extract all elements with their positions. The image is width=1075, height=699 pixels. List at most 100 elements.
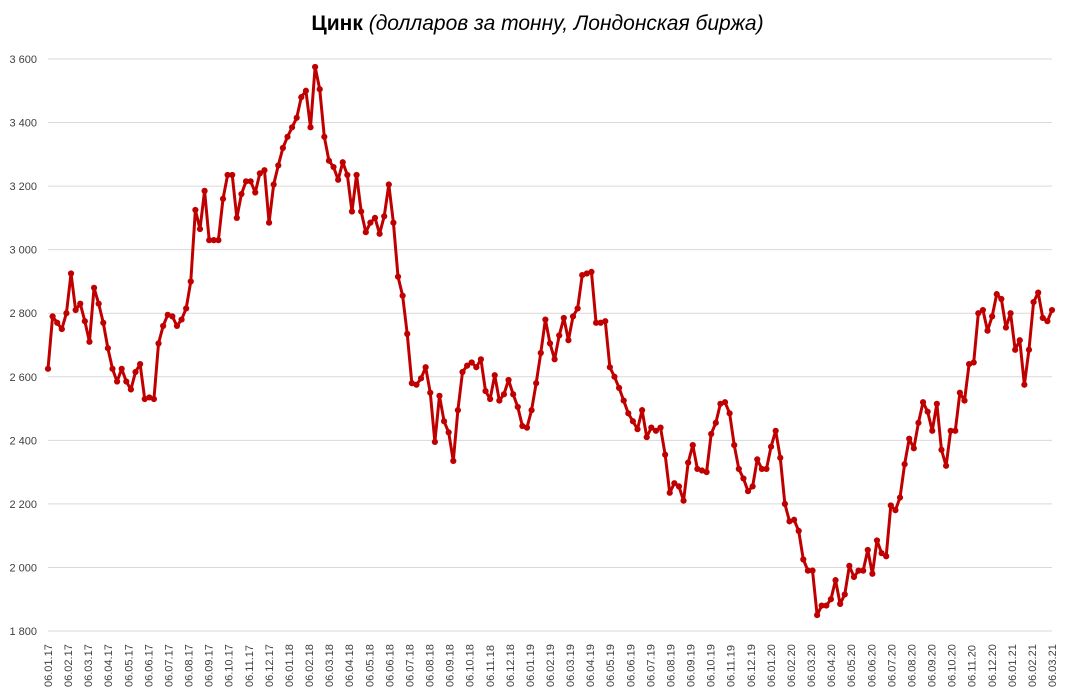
data-point (537, 349, 544, 357)
data-point (54, 319, 61, 326)
data-point (671, 480, 678, 487)
data-point (657, 424, 664, 431)
data-point (662, 451, 669, 458)
data-point (196, 225, 204, 233)
data-point (385, 181, 392, 188)
data-point (256, 170, 263, 177)
data-point (666, 489, 673, 496)
data-point (459, 368, 466, 376)
x-tick-label: 06.06.17 (143, 644, 155, 687)
data-point (307, 124, 314, 131)
x-axis-labels: 06.01.17 06.02.17 06.03.17 06.04.17 06.05.17… (43, 644, 1059, 687)
data-point (137, 360, 144, 368)
data-point (468, 359, 475, 366)
data-point (887, 502, 894, 509)
data-point (998, 295, 1005, 303)
data-point (952, 427, 959, 434)
x-tick-label: 06.05.20 (846, 644, 858, 687)
data-point (809, 567, 816, 574)
data-point (482, 387, 489, 395)
x-tick-label: 06.02.17 (63, 644, 75, 687)
data-point (814, 612, 821, 619)
data-point (602, 318, 609, 325)
x-tick-label: 06.07.18 (404, 644, 416, 687)
data-point (265, 219, 273, 226)
y-tick-label: 3 000 (9, 245, 37, 257)
data-point (979, 306, 987, 314)
data-point (302, 87, 310, 94)
data-point (394, 273, 402, 280)
x-tick-label: 06.09.19 (686, 644, 698, 687)
data-point (261, 167, 268, 174)
x-tick-label: 06.11.17 (244, 645, 256, 687)
data-point (855, 567, 862, 574)
data-point (390, 219, 397, 226)
data-point (238, 190, 245, 198)
data-point (431, 438, 438, 446)
data-point (454, 407, 461, 414)
data-point (440, 418, 448, 425)
data-point (1048, 306, 1056, 314)
data-point (201, 187, 208, 194)
x-tick-label: 06.02.20 (786, 644, 798, 687)
data-point (901, 461, 908, 468)
data-point (500, 391, 508, 398)
data-point (620, 397, 627, 404)
data-point (1039, 314, 1046, 322)
data-point (252, 189, 259, 196)
data-point (588, 268, 595, 276)
data-point (90, 284, 98, 291)
data-point (685, 459, 692, 466)
data-point (358, 208, 365, 215)
data-point (169, 313, 176, 320)
data-point (1035, 289, 1042, 296)
data-point (878, 550, 885, 557)
data-point (1030, 299, 1037, 306)
data-point (606, 364, 613, 371)
data-point (910, 445, 917, 452)
data-point (625, 410, 632, 417)
data-point (104, 345, 111, 352)
data-point (344, 171, 351, 179)
data-point (284, 133, 291, 140)
data-point (192, 206, 199, 214)
data-point (404, 330, 411, 337)
data-point (1021, 381, 1028, 388)
y-tick-label: 3 600 (9, 54, 37, 66)
x-tick-label: 06.09.17 (204, 644, 216, 687)
data-point (689, 442, 696, 449)
y-tick-label: 3 400 (9, 118, 37, 130)
data-point (118, 365, 125, 372)
x-tick-label: 06.01.20 (766, 644, 778, 687)
data-point (1044, 318, 1051, 325)
data-point (316, 86, 323, 93)
data-point (178, 316, 185, 323)
data-point (160, 322, 167, 330)
data-point (818, 602, 825, 609)
x-tick-label: 06.09.18 (445, 644, 457, 687)
data-point (371, 214, 379, 221)
data-point (109, 365, 116, 372)
data-point (560, 314, 567, 322)
data-point (883, 553, 890, 560)
x-tick-label: 06.11.18 (485, 645, 497, 687)
x-tick-label: 06.10.17 (224, 644, 236, 687)
data-point (680, 497, 687, 504)
x-tick-label: 06.02.21 (1027, 644, 1039, 687)
data-point (523, 424, 531, 431)
x-tick-label: 06.02.18 (304, 644, 316, 687)
data-point (1007, 310, 1014, 317)
x-tick-label: 06.01.19 (525, 644, 537, 687)
data-point (611, 373, 618, 380)
x-tick-label: 06.03.21 (1047, 644, 1059, 687)
data-point (215, 237, 222, 244)
data-point (496, 397, 503, 404)
data-point (100, 319, 107, 326)
x-tick-label: 06.01.18 (284, 644, 296, 687)
x-tick-label: 06.04.19 (585, 644, 597, 687)
data-point (832, 577, 839, 584)
data-point (634, 426, 641, 433)
data-point (592, 319, 600, 326)
data-point (804, 567, 812, 574)
